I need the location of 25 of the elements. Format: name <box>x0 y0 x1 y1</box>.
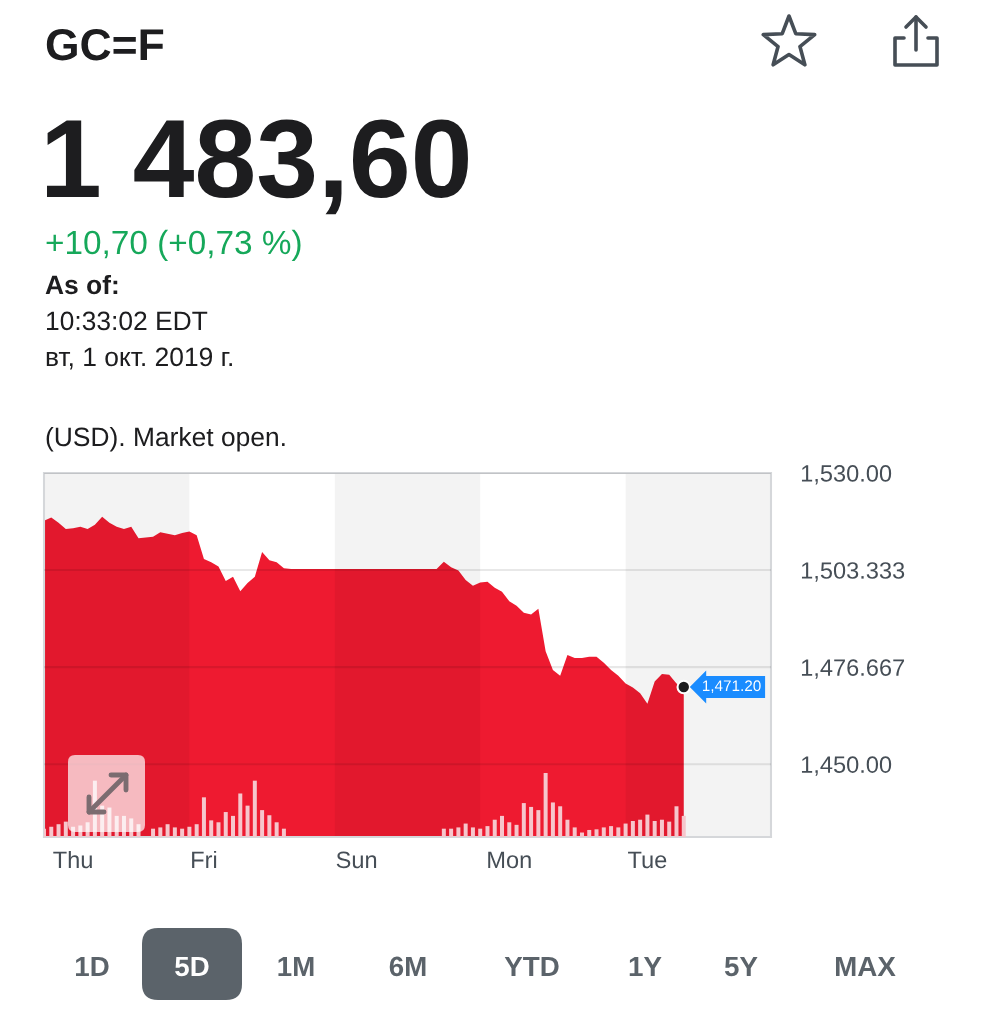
chart-title: GC=F <box>46 28 164 61</box>
text: YTD <box>504 956 559 976</box>
text: 5Y <box>724 956 758 977</box>
y-tick-label: 1,450.00 <box>801 756 892 776</box>
chart-subtitle: 1 483,60 <box>47 119 468 215</box>
text: вт, 1 окт. 2019 г. <box>46 347 232 370</box>
text: 1Y <box>629 956 662 976</box>
annotation: 1,471.20 <box>702 680 761 693</box>
x-tick-label: Fri <box>192 850 217 868</box>
x-tick-label: Tue <box>628 851 667 869</box>
y-tick-label: 1,476.667 <box>801 659 905 679</box>
x-tick-label: Thu <box>53 850 92 869</box>
text: 6M <box>389 956 426 977</box>
text: 1D <box>76 956 109 976</box>
text: (USD). Market open. <box>46 426 285 452</box>
text: As of: <box>45 274 118 295</box>
text: 10:33:02 EDT <box>47 311 208 331</box>
text: +10,70 (+0,73 %) <box>46 229 301 261</box>
x-tick-label: Mon <box>488 851 531 869</box>
text: 5D <box>175 956 209 977</box>
text: 1M <box>278 956 314 976</box>
text: MAX <box>835 956 896 976</box>
y-tick-label: 1,530.00 <box>801 465 892 485</box>
x-tick-label: Sun <box>336 851 377 869</box>
y-tick-label: 1,503.333 <box>801 562 905 582</box>
